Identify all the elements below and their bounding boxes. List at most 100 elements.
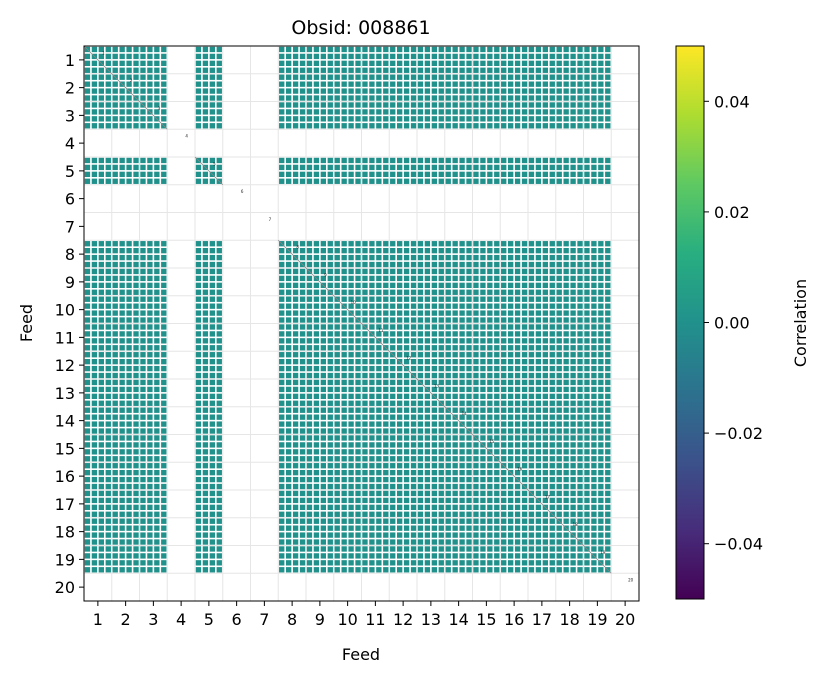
heatmap-subcell	[556, 435, 562, 441]
heatmap-subcell	[209, 400, 216, 406]
heatmap-subcell	[320, 109, 327, 115]
heatmap-subcell	[591, 372, 597, 379]
heatmap-subcell	[570, 102, 576, 108]
heatmap-subcell	[584, 123, 590, 129]
heatmap-subcell	[133, 310, 139, 316]
heatmap-subcell	[91, 476, 98, 483]
heatmap-subcell	[535, 546, 542, 552]
heatmap-subcell	[473, 109, 479, 115]
heatmap-subcell	[383, 157, 389, 164]
heatmap-subcell	[126, 331, 132, 337]
heatmap-subcell	[195, 463, 202, 469]
x-tick-label: 6	[232, 610, 242, 629]
heatmap-subcell	[452, 67, 458, 73]
heatmap-subcell	[306, 456, 313, 462]
heatmap-subcell	[605, 476, 611, 483]
heatmap-subcell	[91, 164, 98, 171]
heatmap-subcell	[327, 539, 333, 545]
heatmap-subcell	[438, 171, 444, 178]
colorbar: −0.04−0.020.000.020.04 Correlation	[675, 45, 810, 600]
heatmap-subcell	[119, 483, 125, 490]
heatmap-subcell	[126, 476, 132, 483]
heatmap-subcell	[431, 178, 438, 184]
heatmap-subcell	[584, 414, 590, 420]
heatmap-subcell	[348, 74, 354, 80]
heatmap-subcell	[598, 241, 604, 247]
heatmap-subcell	[285, 171, 292, 178]
heatmap-subcell	[390, 442, 396, 448]
heatmap-subcell	[362, 289, 368, 295]
heatmap-subcell	[521, 60, 528, 67]
heatmap-subcell	[507, 546, 514, 552]
heatmap-subcell	[306, 539, 313, 545]
heatmap-subcell	[216, 476, 222, 483]
heatmap-subcell	[570, 67, 576, 73]
heatmap-subcell	[306, 365, 313, 372]
heatmap-subcell	[556, 386, 562, 393]
heatmap-subcell	[396, 123, 403, 129]
heatmap-cell	[584, 74, 611, 101]
heatmap-subcell	[105, 476, 111, 483]
heatmap-subcell	[112, 296, 118, 302]
heatmap-subcell	[473, 393, 479, 400]
heatmap-subcell	[556, 254, 562, 261]
heatmap-subcell	[292, 296, 299, 302]
heatmap-subcell	[584, 379, 590, 386]
heatmap-subcell	[410, 324, 417, 330]
heatmap-subcell	[105, 463, 111, 469]
heatmap-cell	[112, 296, 139, 323]
heatmap-subcell	[396, 490, 403, 497]
heatmap-subcell	[195, 435, 202, 441]
heatmap-subcell	[459, 67, 465, 73]
heatmap-subcell	[369, 46, 375, 53]
heatmap-subcell	[542, 449, 549, 455]
heatmap-subcell	[521, 476, 528, 483]
heatmap-subcell	[154, 525, 160, 531]
heatmap-subcell	[112, 449, 118, 455]
heatmap-subcell	[126, 178, 132, 184]
heatmap-subcell	[542, 463, 549, 469]
heatmap-subcell	[133, 123, 139, 129]
heatmap-subcell	[480, 539, 486, 545]
heatmap-subcell	[396, 345, 403, 351]
heatmap-subcell	[313, 463, 320, 469]
heatmap-subcell	[528, 289, 535, 295]
heatmap-subcell	[112, 553, 118, 559]
heatmap-subcell	[154, 449, 160, 455]
heatmap-subcell	[445, 345, 451, 351]
heatmap-subcell	[507, 310, 514, 316]
heatmap-subcell	[605, 157, 611, 164]
heatmap-subcell	[348, 261, 354, 268]
heatmap-subcell	[445, 261, 451, 268]
heatmap-subcell	[521, 518, 528, 524]
heatmap-subcell	[410, 345, 417, 351]
heatmap-subcell	[327, 53, 333, 60]
heatmap-subcell	[556, 400, 562, 406]
heatmap-subcell	[514, 463, 521, 469]
heatmap-subcell	[161, 483, 167, 490]
heatmap-subcell	[473, 53, 479, 60]
heatmap-subcell	[355, 428, 361, 434]
heatmap-subcell	[570, 476, 576, 483]
heatmap-subcell	[528, 463, 535, 469]
heatmap-subcell	[549, 393, 555, 400]
heatmap-subcell	[549, 157, 555, 164]
heatmap-subcell	[348, 268, 354, 275]
heatmap-cell	[584, 463, 611, 490]
heatmap-subcell	[584, 553, 590, 559]
heatmap-subcell	[279, 67, 285, 73]
heatmap-subcell	[202, 303, 209, 309]
heatmap-subcell	[542, 164, 549, 171]
heatmap-subcell	[320, 490, 327, 497]
heatmap-subcell	[334, 317, 340, 323]
heatmap-subcell	[556, 546, 562, 552]
diagonal-label: 5	[213, 161, 216, 166]
heatmap-subcell	[514, 428, 521, 434]
heatmap-subcell	[445, 95, 451, 101]
heatmap-subcell	[473, 46, 479, 53]
heatmap-subcell	[556, 463, 562, 469]
heatmap-subcell	[285, 74, 292, 80]
heatmap-subcell	[119, 254, 125, 261]
heatmap-subcell	[445, 400, 451, 406]
heatmap-subcell	[279, 81, 285, 87]
